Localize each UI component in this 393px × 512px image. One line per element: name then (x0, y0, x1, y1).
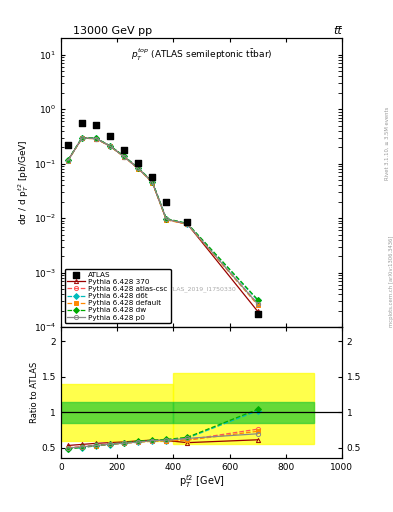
Pythia 6.428 370 (164, 216, 169, 222)
Pythia 6.428 default (136, 165, 141, 172)
Pythia 6.428 dw (80, 135, 84, 141)
Pythia 6.428 d6t (122, 154, 127, 160)
Pythia 6.428 atlas-csc (122, 154, 127, 160)
ATLAS (93, 121, 99, 129)
Pythia 6.428 p0 (122, 154, 127, 160)
Line: Pythia 6.428 atlas-csc: Pythia 6.428 atlas-csc (66, 136, 260, 306)
Pythia 6.428 atlas-csc (185, 221, 190, 227)
Pythia 6.428 dw (136, 165, 141, 171)
Pythia 6.428 370 (122, 154, 127, 160)
Pythia 6.428 dw (150, 179, 154, 185)
Bar (61, 384, 173, 440)
Pythia 6.428 370 (150, 179, 154, 185)
Pythia 6.428 d6t (66, 157, 70, 163)
Text: 13000 GeV pp: 13000 GeV pp (73, 26, 152, 36)
Pythia 6.428 default (108, 143, 112, 150)
Text: ATLAS_2019_I1750330: ATLAS_2019_I1750330 (166, 287, 237, 292)
Pythia 6.428 370 (94, 136, 98, 142)
ATLAS (79, 119, 85, 127)
ATLAS (255, 310, 261, 318)
Pythia 6.428 atlas-csc (150, 179, 154, 185)
Pythia 6.428 default (66, 158, 70, 164)
Text: mcplots.cern.ch [arXiv:1306.3436]: mcplots.cern.ch [arXiv:1306.3436] (389, 236, 393, 327)
Pythia 6.428 dw (108, 143, 112, 149)
Pythia 6.428 370 (255, 308, 260, 314)
Pythia 6.428 atlas-csc (164, 216, 169, 222)
Pythia 6.428 d6t (108, 143, 112, 149)
ATLAS (163, 198, 169, 206)
Legend: ATLAS, Pythia 6.428 370, Pythia 6.428 atlas-csc, Pythia 6.428 d6t, Pythia 6.428 : ATLAS, Pythia 6.428 370, Pythia 6.428 at… (64, 269, 171, 324)
Y-axis label: Ratio to ATLAS: Ratio to ATLAS (30, 362, 39, 423)
ATLAS (107, 132, 113, 140)
Pythia 6.428 p0 (136, 165, 141, 172)
Text: tt̅: tt̅ (333, 26, 342, 36)
Pythia 6.428 atlas-csc (94, 136, 98, 142)
Pythia 6.428 default (80, 135, 84, 141)
Pythia 6.428 default (94, 136, 98, 142)
Pythia 6.428 d6t (185, 221, 190, 227)
X-axis label: p$_T^{t2}$ [GeV]: p$_T^{t2}$ [GeV] (178, 474, 224, 490)
Pythia 6.428 p0 (164, 216, 169, 222)
Pythia 6.428 default (150, 180, 154, 186)
Pythia 6.428 p0 (94, 136, 98, 142)
Bar (173, 373, 314, 444)
Pythia 6.428 d6t (150, 179, 154, 185)
Pythia 6.428 370 (80, 135, 84, 141)
Pythia 6.428 d6t (164, 216, 169, 222)
Pythia 6.428 atlas-csc (66, 157, 70, 163)
ATLAS (121, 146, 127, 155)
Pythia 6.428 p0 (150, 179, 154, 185)
Pythia 6.428 dw (185, 220, 190, 226)
Line: Pythia 6.428 dw: Pythia 6.428 dw (66, 136, 260, 302)
Pythia 6.428 p0 (255, 301, 260, 307)
Pythia 6.428 atlas-csc (136, 165, 141, 172)
Y-axis label: dσ / d p$_T^{t2}$ [pb/GeV]: dσ / d p$_T^{t2}$ [pb/GeV] (16, 140, 31, 225)
Pythia 6.428 atlas-csc (80, 135, 84, 141)
Pythia 6.428 d6t (255, 297, 260, 303)
Pythia 6.428 370 (136, 165, 141, 172)
Pythia 6.428 d6t (136, 165, 141, 171)
Text: $p_T^{top}$ (ATLAS semileptonic t$\bar{\rm t}$bar): $p_T^{top}$ (ATLAS semileptonic t$\bar{\… (130, 47, 272, 63)
Pythia 6.428 p0 (80, 135, 84, 141)
Pythia 6.428 p0 (185, 221, 190, 227)
Line: Pythia 6.428 370: Pythia 6.428 370 (66, 136, 260, 313)
Pythia 6.428 d6t (94, 135, 98, 141)
Pythia 6.428 dw (94, 135, 98, 141)
ATLAS (184, 218, 191, 226)
ATLAS (149, 173, 155, 181)
ATLAS (135, 158, 141, 166)
Pythia 6.428 370 (66, 157, 70, 163)
Pythia 6.428 p0 (108, 143, 112, 149)
Pythia 6.428 default (185, 221, 190, 227)
Line: Pythia 6.428 p0: Pythia 6.428 p0 (66, 136, 260, 306)
Pythia 6.428 atlas-csc (255, 301, 260, 307)
Pythia 6.428 default (164, 217, 169, 223)
Line: Pythia 6.428 d6t: Pythia 6.428 d6t (66, 136, 260, 303)
Pythia 6.428 dw (255, 296, 260, 303)
ATLAS (65, 141, 71, 149)
Line: Pythia 6.428 default: Pythia 6.428 default (66, 136, 260, 307)
Pythia 6.428 default (255, 302, 260, 308)
Pythia 6.428 default (122, 154, 127, 160)
Bar (173, 401, 314, 423)
Pythia 6.428 dw (164, 216, 169, 222)
Pythia 6.428 dw (66, 157, 70, 163)
Pythia 6.428 p0 (66, 158, 70, 164)
Pythia 6.428 dw (122, 153, 127, 159)
Pythia 6.428 atlas-csc (108, 143, 112, 149)
Bar (61, 401, 173, 423)
Text: Rivet 3.1.10, ≥ 3.5M events: Rivet 3.1.10, ≥ 3.5M events (385, 106, 389, 180)
Pythia 6.428 d6t (80, 135, 84, 141)
Pythia 6.428 370 (185, 221, 190, 227)
Pythia 6.428 370 (108, 143, 112, 149)
